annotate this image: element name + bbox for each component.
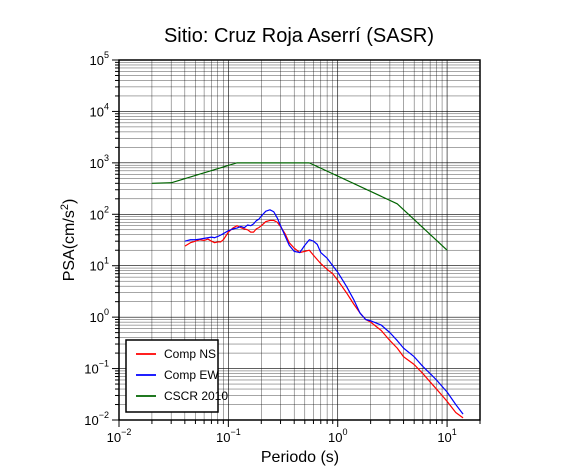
x-tick-label: 100 xyxy=(328,427,347,445)
y-tick-exponent: 5 xyxy=(104,50,109,60)
x-axis-label: Periodo (s) xyxy=(261,449,339,466)
y-tick-exponent: 2 xyxy=(104,204,109,214)
y-tick-label: 100 xyxy=(90,307,109,325)
series-line-0 xyxy=(184,219,464,419)
legend-label-2: CSCR 2010 xyxy=(164,389,228,403)
y-axis-label-text: PSA(cm/s xyxy=(61,210,78,281)
x-tick-exponent: 1 xyxy=(452,427,457,437)
series-lines xyxy=(151,162,464,419)
y-tick-label: 105 xyxy=(90,50,109,68)
y-tick-label: 104 xyxy=(90,101,109,119)
y-tick-base: 10 xyxy=(84,413,98,428)
x-tick-exponent: −2 xyxy=(121,427,131,437)
y-tick-base: 10 xyxy=(90,207,104,222)
y-tick-label: 102 xyxy=(90,204,109,222)
y-tick-base: 10 xyxy=(84,362,98,377)
plot-area-frame xyxy=(118,59,481,421)
x-tick-exponent: −1 xyxy=(230,427,240,437)
y-tick-exponent: 3 xyxy=(104,153,109,163)
y-tick-exponent: −2 xyxy=(99,410,109,420)
y-tick-base: 10 xyxy=(90,104,104,119)
legend-label-0: Comp NS xyxy=(164,347,216,361)
y-tick-label: 10−2 xyxy=(84,410,109,428)
axis-tick-marks xyxy=(112,59,481,427)
y-tick-exponent: −1 xyxy=(99,359,109,369)
x-tick-label: 10−1 xyxy=(216,427,241,445)
x-tick-base: 10 xyxy=(216,430,230,445)
x-tick-base: 10 xyxy=(437,430,451,445)
x-tick-label: 10−2 xyxy=(107,427,132,445)
y-tick-base: 10 xyxy=(90,53,104,68)
x-tick-label: 101 xyxy=(437,427,456,445)
y-tick-label: 101 xyxy=(90,256,109,274)
legend-label-1: Comp EW xyxy=(164,368,219,382)
y-tick-base: 10 xyxy=(90,310,104,325)
y-axis-label: PSA(cm/s2) xyxy=(59,199,78,282)
y-tick-base: 10 xyxy=(90,259,104,274)
legend-box xyxy=(125,339,219,413)
y-tick-label: 103 xyxy=(90,153,109,171)
x-tick-base: 10 xyxy=(328,430,342,445)
y-axis-label-superscript: 2 xyxy=(59,204,71,210)
y-tick-exponent: 0 xyxy=(104,307,109,317)
legend: Comp NS Comp EW CSCR 2010 xyxy=(125,339,228,413)
y-axis-label-close: ) xyxy=(61,199,78,204)
y-tick-exponent: 1 xyxy=(104,256,109,266)
y-tick-label: 10−1 xyxy=(84,359,109,377)
y-tick-base: 10 xyxy=(90,156,104,171)
x-axis-tick-labels: 10−2 10−1 100 101 xyxy=(107,427,457,445)
chart-title: Sitio: Cruz Roja Aserrí (SASR) xyxy=(164,25,434,47)
x-tick-exponent: 0 xyxy=(342,427,347,437)
x-tick-base: 10 xyxy=(107,430,121,445)
series-line-2 xyxy=(151,162,448,251)
series-line-1 xyxy=(184,209,464,415)
y-tick-exponent: 4 xyxy=(104,101,109,111)
